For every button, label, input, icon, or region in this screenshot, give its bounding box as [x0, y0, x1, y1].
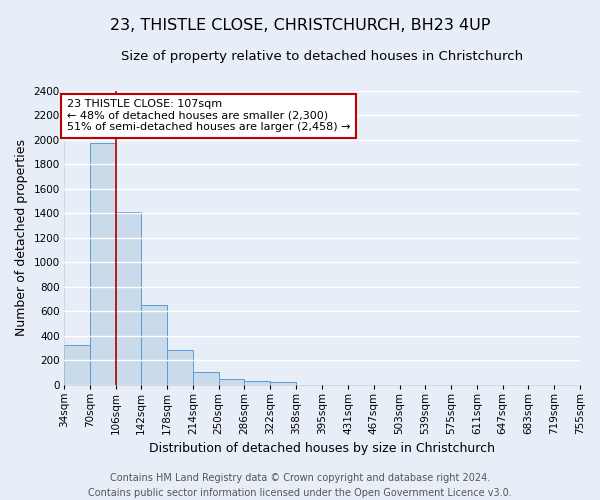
Text: 23 THISTLE CLOSE: 107sqm
← 48% of detached houses are smaller (2,300)
51% of sem: 23 THISTLE CLOSE: 107sqm ← 48% of detach… — [67, 99, 350, 132]
Text: Contains HM Land Registry data © Crown copyright and database right 2024.
Contai: Contains HM Land Registry data © Crown c… — [88, 472, 512, 498]
Bar — [167, 350, 193, 384]
Bar — [193, 372, 218, 384]
X-axis label: Distribution of detached houses by size in Christchurch: Distribution of detached houses by size … — [149, 442, 495, 455]
Bar — [116, 212, 141, 384]
Text: 23, THISTLE CLOSE, CHRISTCHURCH, BH23 4UP: 23, THISTLE CLOSE, CHRISTCHURCH, BH23 4U… — [110, 18, 490, 32]
Bar — [244, 381, 270, 384]
Bar — [141, 305, 167, 384]
Y-axis label: Number of detached properties: Number of detached properties — [15, 139, 28, 336]
Title: Size of property relative to detached houses in Christchurch: Size of property relative to detached ho… — [121, 50, 523, 63]
Bar — [270, 382, 296, 384]
Bar — [90, 142, 116, 384]
Bar — [64, 345, 90, 385]
Bar — [218, 379, 244, 384]
